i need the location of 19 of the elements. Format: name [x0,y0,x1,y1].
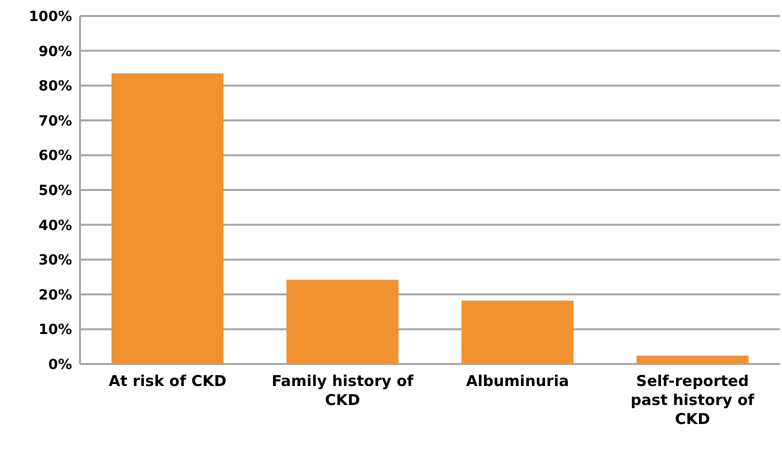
x-tick-label: Self-reported past history of CKD [630,372,755,428]
x-tick-label: Family history of CKD [272,372,414,409]
y-tick-label: 80% [38,78,72,95]
y-tick-label: 30% [38,252,72,269]
y-tick-label: 90% [38,44,72,60]
y-tick-label: 100% [28,8,72,25]
bar [462,300,574,364]
y-tick-label: 60% [38,148,72,164]
y-tick-label: 10% [38,322,72,338]
bar [286,280,398,364]
x-tick-label: Albuminuria [466,372,569,390]
y-tick-label: 70% [38,113,72,130]
y-tick-label: 40% [38,218,72,234]
bar [636,356,748,364]
y-tick-label: 0% [48,356,72,373]
x-tick-label: At risk of CKD [108,372,226,390]
y-tick-label: 50% [38,182,72,199]
y-tick-label: 20% [38,287,72,304]
bar [112,73,224,364]
